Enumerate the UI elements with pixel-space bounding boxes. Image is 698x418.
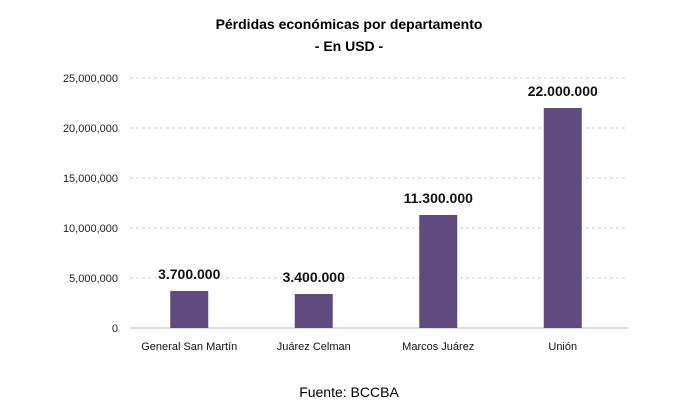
- bar: [543, 108, 582, 328]
- y-tick-label: 5,000,000: [69, 273, 118, 285]
- data-label: 3.700.000: [158, 266, 220, 282]
- data-label: 22.000.000: [528, 83, 598, 99]
- bar: [170, 291, 209, 328]
- category-label: Marcos Juárez: [402, 341, 474, 353]
- x-axis-category-labels: General San Martín Juárez Celman Marcos Ju…: [141, 341, 577, 353]
- source-note: Fuente: BCCBA: [299, 384, 399, 400]
- bars: [170, 108, 582, 328]
- y-axis-tick-labels: 0 5,000,000 10,000,000 15,000,000 20,000,000…: [63, 73, 118, 335]
- data-label: 3.400.000: [283, 269, 345, 285]
- bar: [419, 215, 458, 328]
- category-label: Juárez Celman: [277, 341, 351, 353]
- y-tick-label: 15,000,000: [63, 173, 118, 185]
- data-label: 11.300.000: [404, 190, 474, 206]
- chart-subtitle: - En USD -: [314, 38, 384, 54]
- y-tick-label: 10,000,000: [63, 223, 118, 235]
- data-labels: 3.700.000 3.400.000 11.300.000 22.000.000: [158, 83, 598, 285]
- y-tick-label: 25,000,000: [63, 73, 118, 85]
- y-tick-label: 20,000,000: [63, 123, 118, 135]
- chart-title: Pérdidas económicas por departamento: [215, 16, 483, 32]
- y-tick-label: 0: [112, 323, 118, 335]
- category-label: General San Martín: [141, 341, 237, 353]
- bar-chart: 0 5,000,000 10,000,000 15,000,000 20,000,000…: [63, 73, 628, 353]
- category-label: Unión: [548, 341, 577, 353]
- bar: [294, 294, 333, 328]
